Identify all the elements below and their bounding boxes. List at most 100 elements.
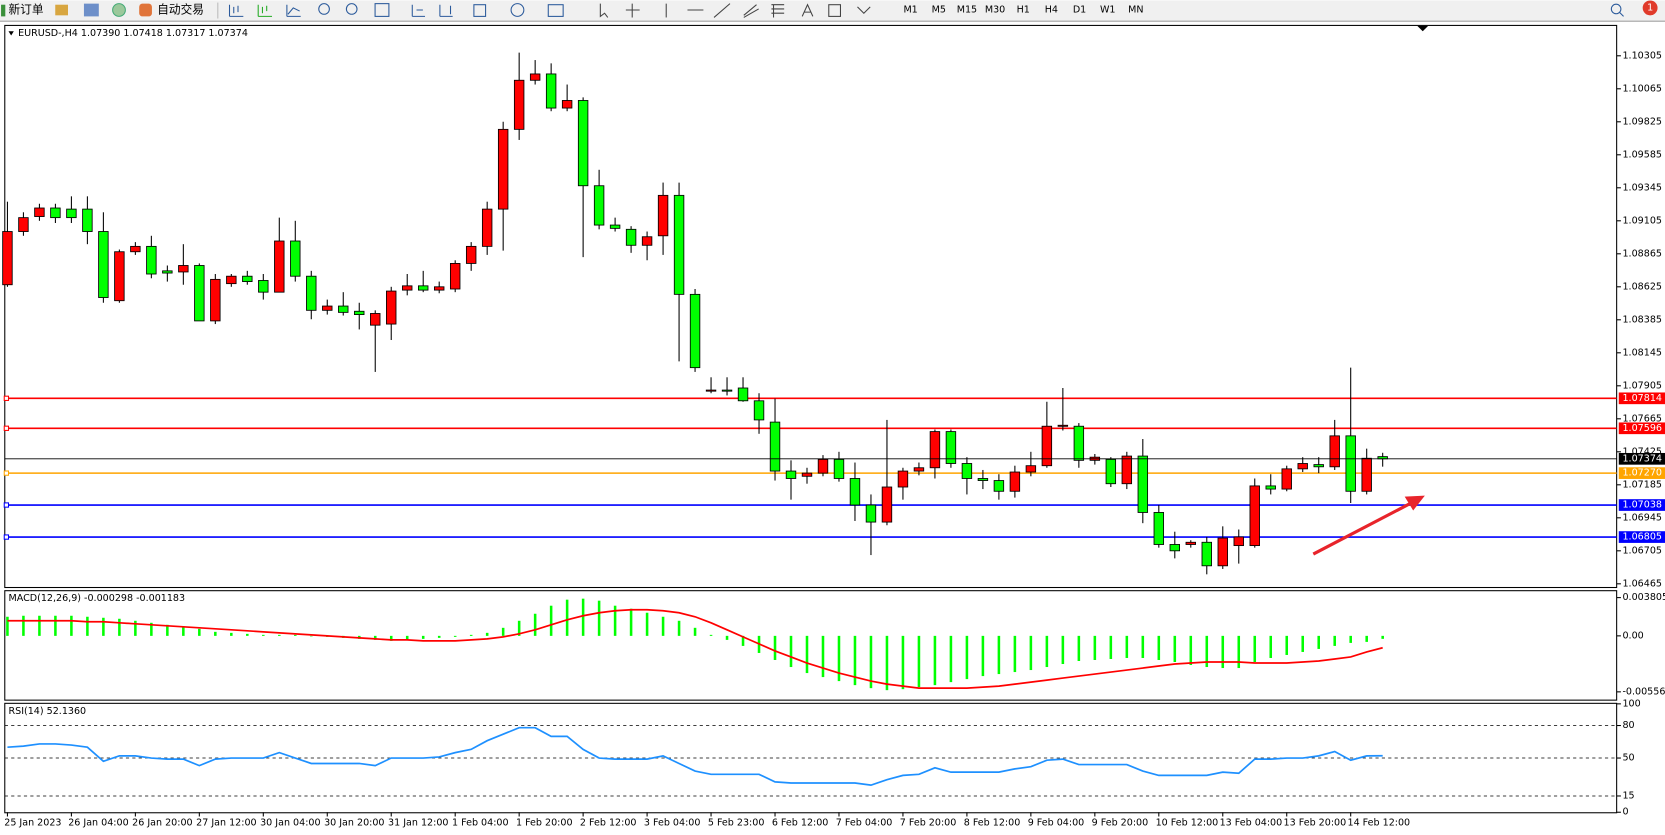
macd-bar — [1093, 635, 1097, 660]
search-icon-handle — [1618, 11, 1624, 17]
y-tick-label: 1.07665 — [1622, 413, 1661, 424]
candle-body — [801, 472, 813, 477]
tile-icon[interactable] — [374, 3, 390, 17]
trendline-icon[interactable] — [713, 3, 731, 18]
macd-bar — [869, 635, 873, 689]
period-icon[interactable] — [510, 3, 525, 17]
cursor-icon[interactable] — [599, 3, 609, 18]
y-tick-label: 1.08865 — [1622, 248, 1661, 259]
candle-body — [961, 463, 973, 479]
macd-bar — [262, 634, 265, 636]
candle-body — [545, 73, 557, 109]
candle-body — [1345, 435, 1356, 492]
timeframe-button[interactable]: M30 — [985, 5, 1005, 16]
y-tick-label: -0.005569 — [1622, 686, 1665, 697]
candle-body — [1137, 455, 1149, 513]
candle-body — [1153, 512, 1165, 545]
candle-body — [705, 389, 717, 392]
candle-body — [993, 480, 1005, 492]
candle-body — [1297, 463, 1308, 470]
candle-body — [1169, 544, 1181, 552]
macd-bar — [1029, 635, 1033, 671]
macd-bar — [565, 599, 569, 636]
candle-body — [1025, 465, 1037, 473]
timeframe-button[interactable]: MN — [1128, 5, 1143, 16]
macd-bar — [1285, 635, 1289, 655]
label-icon[interactable] — [828, 4, 842, 17]
y-tick-label: 80 — [1622, 720, 1634, 731]
candle-body — [290, 240, 301, 277]
toolbar: 新订单 自动交易 — [0, 0, 1665, 22]
candle-body — [1201, 541, 1212, 567]
zoom-in-icon[interactable] — [318, 3, 330, 15]
level-price-label: 1.07596 — [1622, 423, 1661, 434]
macd-bar — [709, 634, 713, 636]
candle-body — [529, 73, 541, 81]
macd-bar — [182, 626, 185, 636]
candle-body — [1057, 424, 1069, 427]
timeframe-button[interactable]: H4 — [1045, 5, 1058, 16]
macd-bar — [837, 635, 841, 682]
candle-body — [433, 286, 445, 291]
indicator-icon[interactable] — [473, 4, 487, 17]
macd-bar — [150, 622, 153, 636]
y-tick-label: 0 — [1622, 807, 1628, 818]
macd-bar — [1333, 635, 1336, 646]
line-chart-icon[interactable] — [286, 4, 301, 17]
zoom-out-icon[interactable] — [345, 3, 358, 15]
macd-bar — [86, 616, 89, 636]
macd-bar — [22, 615, 25, 636]
macd-bar — [166, 624, 169, 636]
notification-badge[interactable] — [1642, 0, 1658, 16]
macd-bar — [501, 627, 505, 636]
macd-bar — [1045, 635, 1049, 668]
timeframe-button[interactable]: H1 — [1017, 5, 1030, 16]
macd-bar — [389, 635, 393, 641]
candle-body — [1009, 471, 1021, 492]
macd-bar — [453, 635, 457, 637]
candle-body — [769, 421, 781, 472]
level-price-box — [1618, 467, 1665, 479]
icon[interactable] — [139, 3, 152, 17]
icon[interactable] — [112, 3, 126, 17]
candle-body — [913, 467, 925, 472]
template-icon[interactable] — [547, 4, 564, 17]
channel-icon[interactable] — [743, 4, 759, 18]
candle-body — [226, 275, 237, 285]
macd-bar — [1381, 635, 1384, 639]
timeframe-button[interactable]: M15 — [957, 5, 977, 16]
arrows-icon[interactable] — [857, 6, 871, 14]
bar-chart-icon[interactable] — [228, 4, 244, 17]
shift-icon[interactable] — [439, 4, 453, 17]
macd-bar — [629, 608, 633, 636]
x-tick-label: 30 Jan 20:00 — [324, 817, 384, 828]
x-tick-label: 5 Feb 23:00 — [708, 817, 765, 828]
macd-bar — [645, 612, 649, 636]
new-order-button[interactable]: 新订单 — [9, 3, 44, 17]
candle-body — [929, 431, 941, 469]
timeframe-button[interactable]: M1 — [903, 5, 917, 16]
icon[interactable] — [83, 3, 99, 17]
macd-bar — [949, 635, 953, 683]
macd-bar — [1077, 635, 1081, 661]
text-icon[interactable] — [801, 3, 814, 17]
macd-bar — [901, 635, 905, 690]
macd-bar — [1141, 635, 1145, 658]
icon[interactable] — [55, 4, 69, 16]
macd-bar — [70, 615, 73, 636]
macd-bar — [1189, 635, 1193, 666]
y-tick-label: 1.09825 — [1622, 116, 1661, 127]
auto-trading-button[interactable]: 自动交易 — [157, 3, 204, 17]
candle-icon[interactable] — [257, 4, 273, 17]
search-icon[interactable] — [1610, 3, 1622, 15]
candle-body — [897, 470, 909, 488]
x-tick-label: 3 Feb 04:00 — [644, 817, 701, 828]
scroll-icon[interactable] — [411, 4, 426, 17]
crosshair-icon[interactable] — [625, 3, 640, 18]
candle-body — [338, 305, 349, 313]
timeframe-button[interactable]: D1 — [1073, 5, 1086, 16]
timeframe-button[interactable]: W1 — [1100, 5, 1116, 16]
fibo-icon[interactable] — [771, 4, 785, 18]
macd-bar — [1317, 635, 1320, 649]
timeframe-button[interactable]: M5 — [932, 5, 946, 16]
